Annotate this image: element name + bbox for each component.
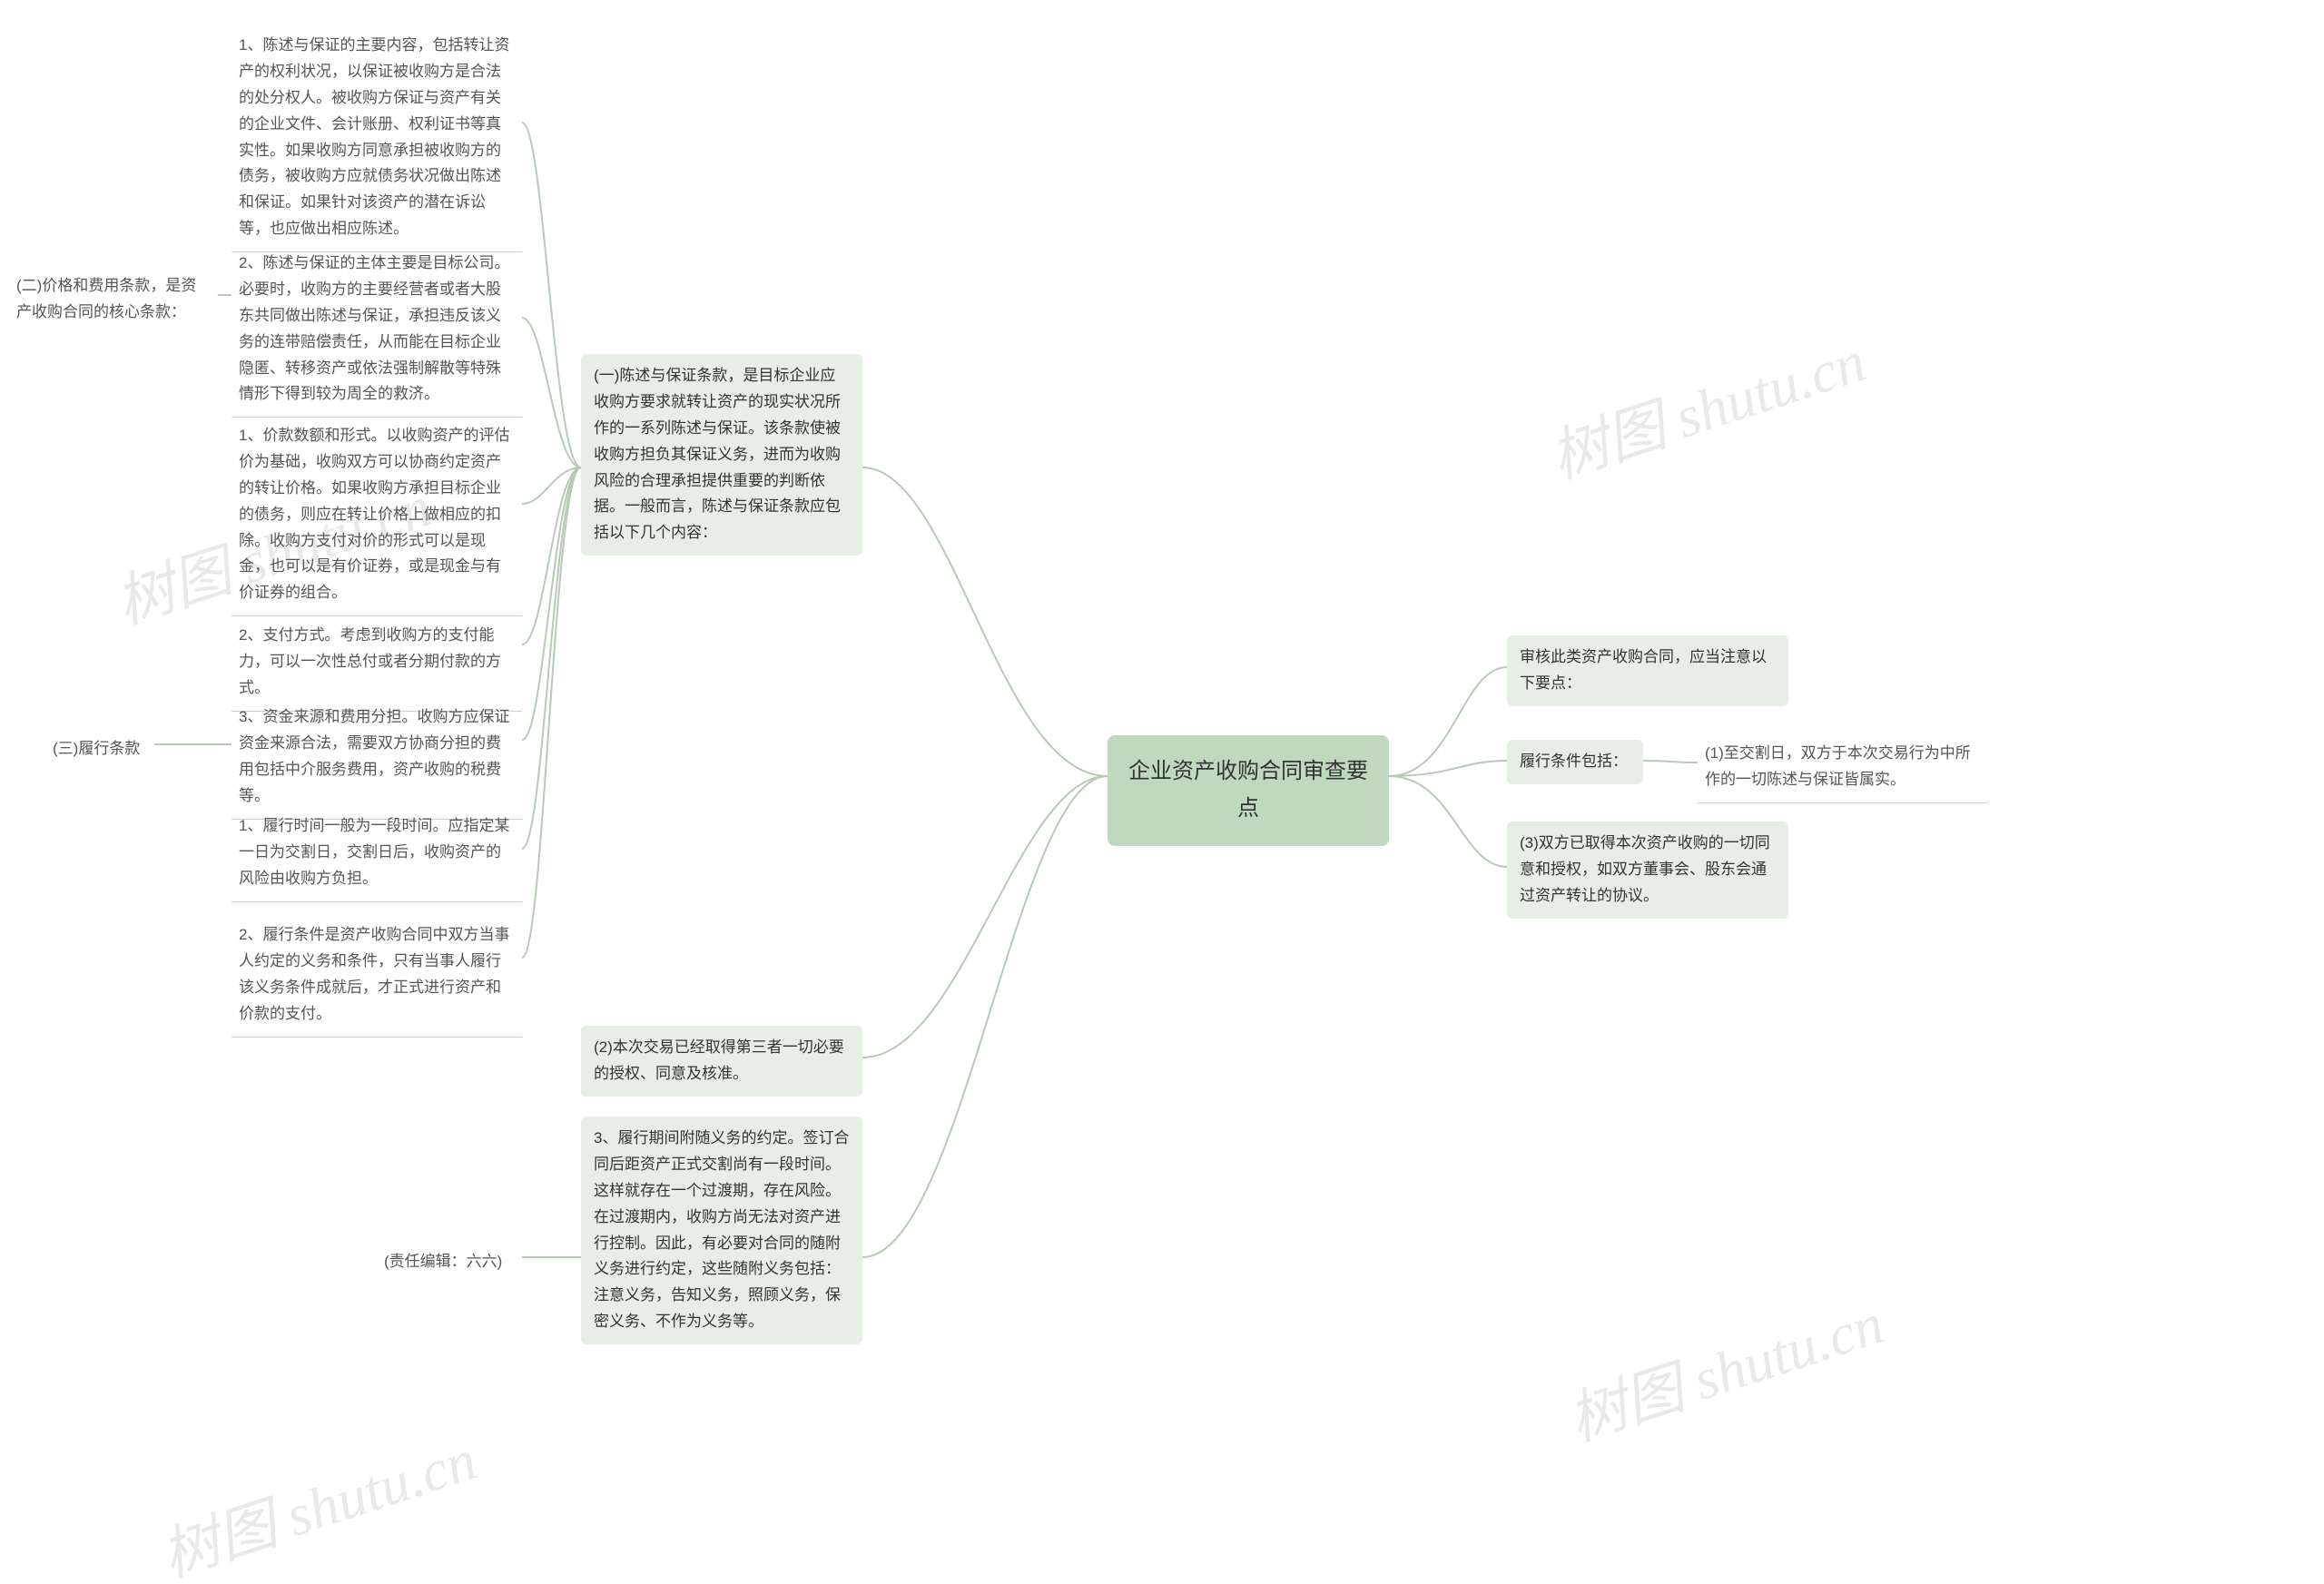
- side-label-price[interactable]: (二)价格和费用条款，是资产收购合同的核心条款：: [9, 268, 218, 331]
- right-branch-3[interactable]: (3)双方已取得本次资产收购的一切同意和授权，如双方董事会、股东会通过资产转让的…: [1507, 822, 1788, 919]
- leaf-node[interactable]: 3、资金来源和费用分担。收购方应保证资金来源合法，需要双方协商分担的费用包括中介…: [231, 699, 522, 820]
- editor-credit: (责任编辑：六六): [377, 1244, 540, 1281]
- root-node[interactable]: 企业资产收购合同审查要点: [1108, 735, 1389, 846]
- left-branch-3[interactable]: 3、履行期间附随义务的约定。签订合同后距资产正式交割尚有一段时间。这样就存在一个…: [581, 1117, 862, 1344]
- leaf-node[interactable]: 1、履行时间一般为一段时间。应指定某一日为交割日，交割日后，收购资产的风险由收购…: [231, 808, 522, 902]
- side-label-perform[interactable]: (三)履行条款: [45, 731, 172, 768]
- left-branch-1[interactable]: (一)陈述与保证条款，是目标企业应收购方要求就转让资产的现实状况所作的一系列陈述…: [581, 354, 862, 556]
- watermark: 树图 shutu.cn: [150, 1413, 486, 1584]
- leaf-node[interactable]: 2、支付方式。考虑到收购方的支付能力，可以一次性总付或者分期付款的方式。: [231, 617, 522, 712]
- right-branch-2[interactable]: 履行条件包括：: [1507, 740, 1643, 784]
- leaf-node[interactable]: 1、陈述与保证的主要内容，包括转让资产的权利状况，以保证被收购方是合法的处分权人…: [231, 27, 522, 252]
- watermark: 树图 shutu.cn: [1557, 1277, 1893, 1457]
- left-branch-2[interactable]: (2)本次交易已经取得第三者一切必要的授权、同意及核准。: [581, 1026, 862, 1097]
- watermark: 树图 shutu.cn: [1539, 315, 1875, 495]
- leaf-node[interactable]: 2、陈述与保证的主体主要是目标公司。必要时，收购方的主要经营者或者大股东共同做出…: [231, 245, 522, 418]
- leaf-node[interactable]: 2、履行条件是资产收购合同中双方当事人约定的义务和条件，只有当事人履行该义务条件…: [231, 917, 522, 1038]
- leaf-node[interactable]: 1、价款数额和形式。以收购资产的评估价为基础，收购双方可以协商约定资产的转让价格…: [231, 418, 522, 616]
- right-branch-1[interactable]: 审核此类资产收购合同，应当注意以下要点：: [1507, 635, 1788, 706]
- leaf-node[interactable]: (1)至交割日，双方于本次交易行为中所作的一切陈述与保证皆属实。: [1698, 735, 1988, 803]
- mindmap-canvas: 树图 shutu.cn 树图 shutu.cn 树图 shutu.cn 树图 s…: [0, 0, 2324, 1584]
